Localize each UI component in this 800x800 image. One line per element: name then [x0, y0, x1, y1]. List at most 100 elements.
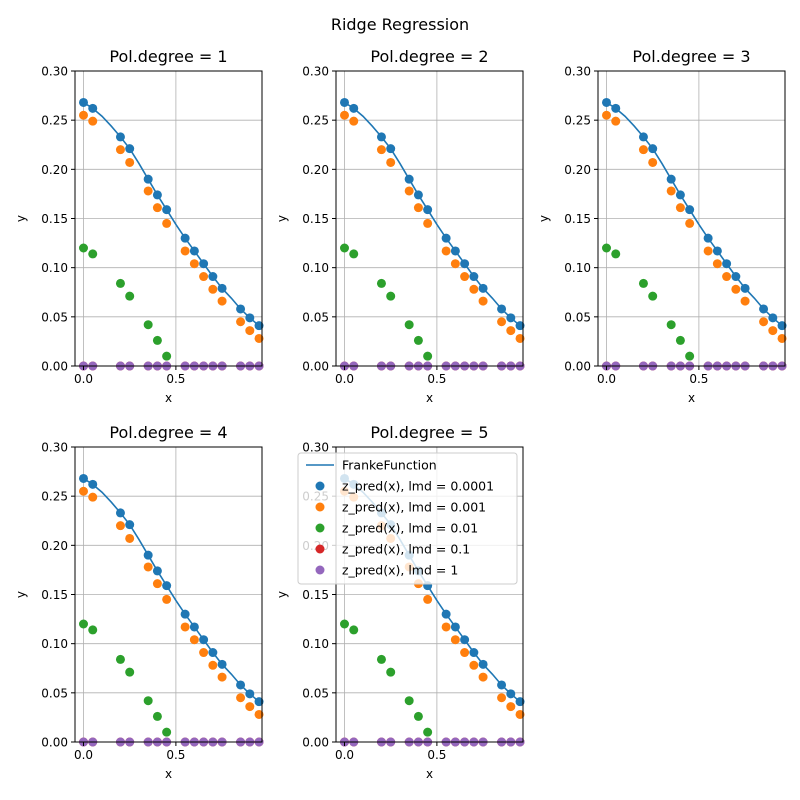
- point-series-2: [254, 709, 264, 719]
- y-tick-label: 0.15: [302, 212, 329, 226]
- point-series-2: [450, 635, 460, 645]
- point-series-2: [638, 145, 648, 155]
- point-series-3: [340, 619, 349, 629]
- y-axis-label: y: [14, 215, 28, 222]
- point-series-1: [675, 190, 685, 200]
- x-tick-label: 0.0: [335, 372, 354, 386]
- point-series-2: [189, 635, 199, 645]
- x-axis-label: x: [688, 391, 695, 405]
- point-series-2: [731, 284, 741, 294]
- subplot-title: Pol.degree = 3: [632, 47, 750, 66]
- point-series-1: [731, 272, 741, 282]
- legend-dot-marker: [315, 565, 325, 575]
- point-series-3: [611, 249, 621, 259]
- point-series-3: [675, 335, 685, 345]
- point-series-1: [125, 144, 135, 154]
- x-tick-label: 0.0: [74, 372, 93, 386]
- point-series-3: [404, 696, 414, 706]
- point-series-1: [245, 689, 255, 699]
- point-series-2: [740, 296, 750, 306]
- y-tick-label: 0.20: [41, 539, 68, 553]
- y-tick-label: 0.20: [302, 163, 329, 177]
- y-axis-label: y: [275, 215, 289, 222]
- subplot-2: 0.0 0.5 0.00 0.05 0.10 0.15 0.20 0.25 0.30 Pol.de…: [275, 47, 525, 405]
- legend: FrankeFunction z_pred(x), lmd = 0.0001 z_p…: [297, 452, 518, 585]
- point-series-2: [340, 110, 349, 120]
- point-series-1: [777, 321, 787, 331]
- point-series-1: [712, 246, 722, 256]
- point-series-1: [497, 304, 507, 314]
- point-series-2: [115, 145, 125, 155]
- point-series-2: [143, 562, 153, 572]
- point-series-2: [450, 259, 460, 269]
- y-tick-label: 0.00: [302, 360, 329, 374]
- point-series-3: [685, 351, 695, 361]
- point-series-1: [115, 132, 125, 142]
- point-series-1: [423, 205, 433, 215]
- y-tick-label: 0.25: [41, 490, 68, 504]
- y-tick-label: 0.15: [41, 588, 68, 602]
- point-series-2: [441, 622, 451, 632]
- point-series-2: [611, 116, 621, 126]
- point-series-1: [404, 174, 414, 184]
- point-series-2: [245, 326, 255, 336]
- point-series-2: [125, 157, 135, 167]
- point-series-3: [143, 696, 153, 706]
- point-series-3: [423, 351, 433, 361]
- point-series-1: [648, 144, 658, 154]
- point-series-2: [478, 672, 488, 682]
- point-series-1: [515, 697, 525, 707]
- point-series-2: [506, 326, 516, 336]
- point-series-2: [208, 284, 218, 294]
- y-axis-label: y: [275, 591, 289, 598]
- point-series-3: [340, 243, 349, 253]
- subplot-1: 0.0 0.5 0.00 0.05 0.10 0.15 0.20 0.25 0.30 Pol.de…: [14, 47, 264, 405]
- point-series-2: [675, 203, 685, 213]
- point-series-2: [376, 145, 386, 155]
- point-series-1: [506, 313, 516, 323]
- y-tick-label: 0.25: [41, 114, 68, 128]
- point-series-3: [115, 278, 125, 288]
- y-axis-label: y: [537, 215, 551, 222]
- y-tick-label: 0.15: [302, 588, 329, 602]
- point-series-2: [189, 259, 199, 269]
- point-series-3: [88, 625, 98, 635]
- point-series-1: [217, 283, 227, 293]
- point-series-1: [180, 609, 190, 619]
- point-series-2: [703, 246, 713, 256]
- franke-function-line: [344, 101, 521, 327]
- point-series-1: [152, 190, 162, 200]
- point-series-1: [478, 283, 488, 293]
- point-series-1: [602, 97, 611, 107]
- y-tick-label: 0.25: [302, 114, 329, 128]
- y-tick-label: 0.30: [41, 441, 68, 455]
- point-series-2: [768, 326, 778, 336]
- point-series-3: [404, 320, 414, 330]
- point-series-1: [478, 659, 488, 669]
- point-series-1: [611, 103, 621, 113]
- point-series-1: [79, 473, 88, 483]
- point-series-3: [666, 320, 676, 330]
- point-series-3: [638, 278, 648, 288]
- subplot-4: 0.0 0.5 0.00 0.05 0.10 0.15 0.20 0.25 0.30 Pol.de…: [14, 423, 264, 781]
- point-series-2: [245, 702, 255, 712]
- point-series-1: [638, 132, 648, 142]
- y-tick-label: 0.00: [302, 736, 329, 750]
- point-series-1: [703, 233, 713, 243]
- point-series-2: [79, 110, 88, 120]
- point-series-1: [236, 680, 246, 690]
- y-tick-label: 0.10: [302, 261, 329, 275]
- x-axis-label: x: [426, 391, 433, 405]
- point-series-2: [125, 533, 135, 543]
- point-series-3: [88, 249, 98, 259]
- point-series-2: [515, 709, 525, 719]
- y-tick-label: 0.30: [302, 441, 329, 455]
- point-series-2: [441, 246, 451, 256]
- point-series-2: [152, 579, 162, 589]
- point-series-1: [497, 680, 507, 690]
- point-series-1: [413, 190, 423, 200]
- y-tick-label: 0.30: [41, 65, 68, 79]
- point-series-1: [441, 233, 451, 243]
- figure-suptitle: Ridge Regression: [331, 15, 469, 34]
- y-tick-label: 0.10: [41, 637, 68, 651]
